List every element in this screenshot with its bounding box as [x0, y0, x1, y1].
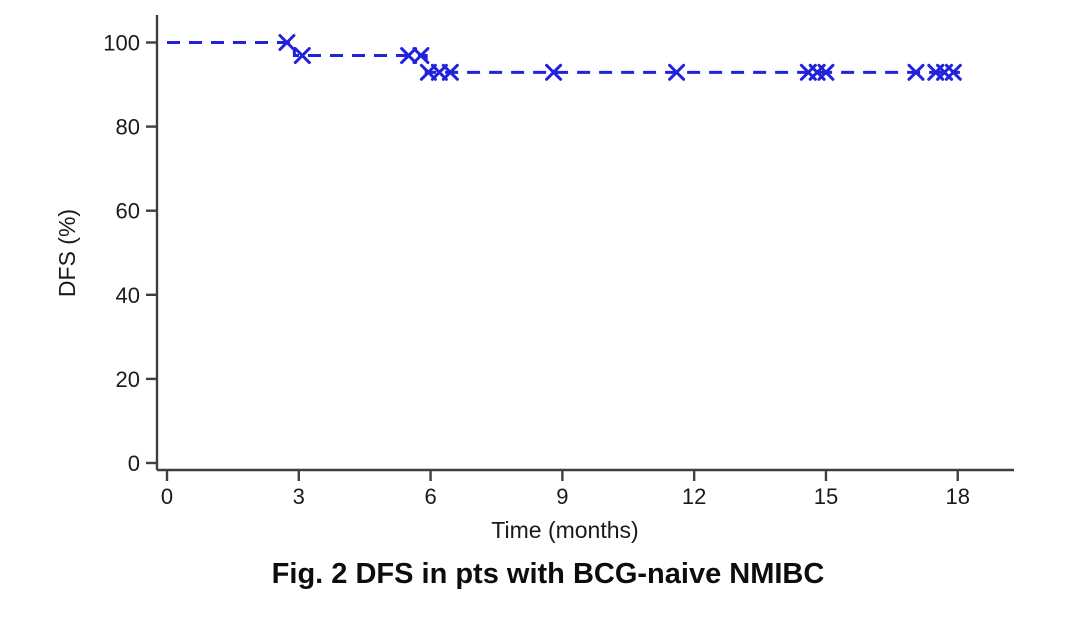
x-tick-label: 6 [424, 484, 436, 509]
censor-x-stroke [400, 47, 418, 65]
censor-x-stroke [668, 63, 686, 81]
censor-x-icon [400, 47, 418, 65]
censor-x-stroke [545, 63, 563, 81]
censor-x-stroke [412, 47, 430, 65]
censor-x-icon [545, 63, 563, 81]
y-tick-label: 0 [128, 451, 140, 476]
x-tick-label: 0 [161, 484, 173, 509]
censor-x-icon [278, 34, 296, 51]
y-tick-label: 80 [116, 115, 140, 140]
x-tick-label: 9 [556, 484, 568, 509]
censor-x-icon [441, 63, 459, 81]
censor-x-icon [817, 63, 835, 81]
censor-x-icon [293, 47, 311, 65]
figure-caption: Fig. 2 DFS in pts with BCG-naive NMIBC [271, 558, 825, 590]
censor-x-stroke [278, 34, 296, 51]
censor-x-icon [412, 47, 430, 65]
x-tick-label: 12 [682, 484, 706, 509]
axes [155, 15, 1014, 472]
censor-x-stroke [293, 47, 311, 65]
x-axis-title: Time (months) [491, 517, 638, 543]
x-tick-label: 15 [814, 484, 838, 509]
y-ticks: 0 20 40 60 80 100 [103, 31, 157, 476]
x-tick-label: 18 [945, 484, 969, 509]
censor-x-stroke [944, 63, 962, 81]
y-tick-label: 60 [116, 199, 140, 224]
x-ticks: 0 3 6 9 12 15 18 [161, 470, 970, 509]
y-tick-label: 40 [116, 283, 140, 308]
censor-x-stroke [817, 63, 835, 81]
censor-x-icon [944, 63, 962, 81]
censor-x-icon [907, 63, 925, 81]
censor-x-stroke [441, 63, 459, 81]
y-axis-title: DFS (%) [54, 209, 80, 297]
x-tick-label: 3 [293, 484, 305, 509]
censor-marks [278, 34, 962, 81]
censor-x-icon [668, 63, 686, 81]
dfs-step-curve [167, 41, 960, 74]
y-tick-label: 20 [116, 367, 140, 392]
censor-x-stroke [907, 63, 925, 81]
y-tick-label: 100 [103, 31, 140, 56]
km-plot-svg: 0 20 40 60 80 100 0 3 6 9 12 15 18 DFS (%) Time (month… [54, 15, 1014, 543]
